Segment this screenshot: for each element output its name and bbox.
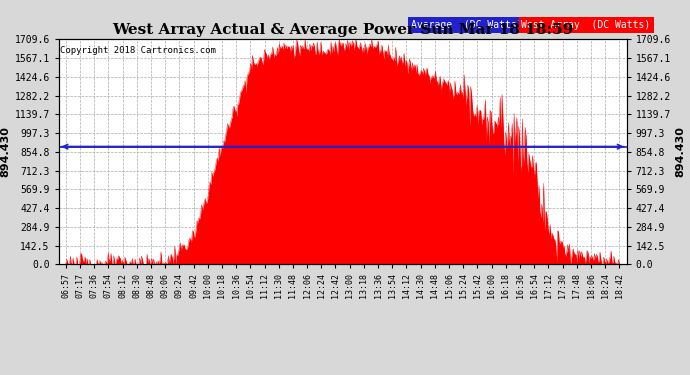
Y-axis label: 894.430: 894.430 bbox=[675, 126, 685, 177]
Text: Average  (DC Watts): Average (DC Watts) bbox=[411, 20, 522, 30]
Y-axis label: 894.430: 894.430 bbox=[0, 126, 10, 177]
Text: Copyright 2018 Cartronics.com: Copyright 2018 Cartronics.com bbox=[60, 46, 216, 55]
Title: West Array Actual & Average Power Sun Mar 18 18:59: West Array Actual & Average Power Sun Ma… bbox=[112, 23, 573, 37]
Text: West Array  (DC Watts): West Array (DC Watts) bbox=[522, 20, 651, 30]
